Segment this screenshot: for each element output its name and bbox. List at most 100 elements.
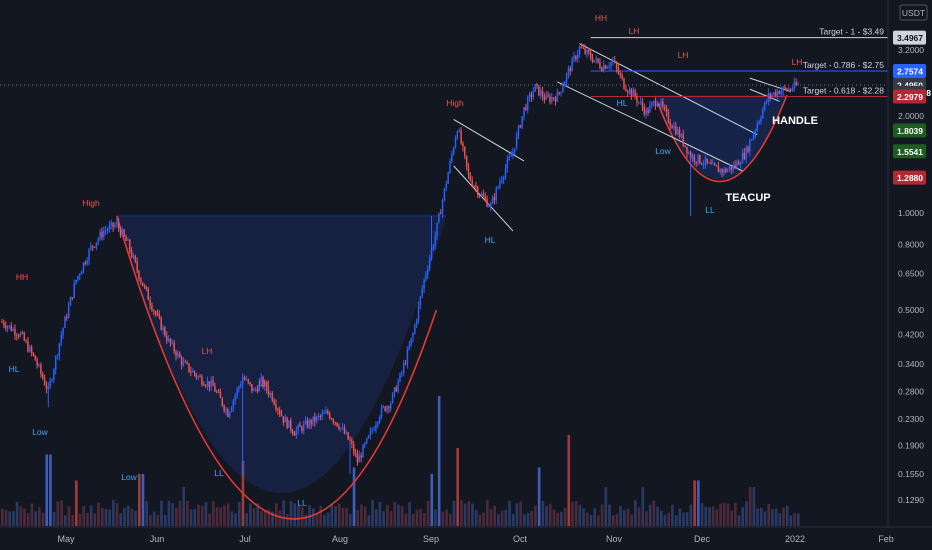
price-badge [893,170,926,185]
candle-body [243,377,246,380]
candle-body [712,163,714,165]
volume-bar [245,513,248,526]
volume-bar [152,511,156,526]
candle-body [658,103,660,106]
candle-body [704,158,707,165]
cup-fill [116,215,447,494]
annotation-label: HANDLE [772,115,818,127]
candle-body [67,305,70,318]
candle-body [451,153,453,161]
candle-body [271,393,274,401]
volume-bar [411,513,415,526]
candle-body [145,286,148,289]
candle-body [430,249,433,259]
candle-body [234,395,236,401]
volume-bar [345,508,348,526]
candle-body [765,101,768,103]
candle-body [375,425,377,430]
candle-body [486,198,488,207]
candle-body [66,317,68,319]
candle-body [763,102,766,110]
candle-body [43,378,46,385]
price-tick: 3.2000 [898,45,924,55]
candle-body [750,139,753,141]
volume-bar [552,509,556,526]
candle-body [317,415,320,417]
candle-body [79,274,81,277]
volume-bar [212,501,215,526]
candle-body [158,314,161,318]
candle-body [428,258,431,270]
candle-body [417,305,420,320]
candle-body [332,419,335,423]
time-tick: Jul [239,534,251,544]
candle-body [3,321,5,326]
volume-bar [397,504,400,526]
candle-body [427,269,429,275]
candle-body [628,88,631,93]
volume-bar [108,509,111,526]
candle-body [101,231,103,238]
candle-body [613,60,616,63]
candle-body [676,129,679,135]
candle-body [660,101,662,106]
candle-body [132,255,135,258]
volume-bar [678,508,682,526]
candle-body [364,443,366,446]
candle-body [12,328,14,331]
volume-bar [689,504,693,526]
candle-body [721,169,723,173]
candle-body [125,236,127,241]
candle-body [228,411,231,417]
price-tick: 0.1900 [898,441,924,451]
volume-bar [223,505,226,526]
volume-bar [537,467,541,526]
candle-body [208,381,211,388]
volume-bar [637,507,641,526]
volume-bar [186,501,189,526]
candle-body [589,52,592,59]
volume-bar [563,507,567,526]
volume-bar [271,511,274,526]
candle-body [54,356,57,370]
volume-bar [478,514,482,526]
candle-body [73,283,75,298]
candle-body [112,222,114,228]
volume-bar [604,487,608,526]
candle-body [301,426,303,431]
candle-body [40,364,42,374]
candle-body [380,407,383,417]
candle-body [23,332,25,341]
volume-bar [60,500,63,526]
volume-bar [360,504,363,526]
candle-body [240,383,242,387]
volume-bar [408,502,411,526]
candle-body [349,439,351,441]
volume-bar [352,467,356,526]
volume-bar [734,502,737,526]
volume-bar [282,500,285,526]
candle-body [334,422,336,424]
volume-bar [341,507,345,526]
candle-body [149,299,151,306]
volume-bar [574,501,578,526]
candle-body [593,60,596,62]
candle-body [256,388,259,392]
candle-body [421,289,423,297]
candle-body [649,105,651,113]
candle-body [523,107,525,117]
candle-body [439,213,442,215]
candle-body [736,161,738,168]
price-badge [893,123,926,138]
volume-bar [622,510,626,526]
annotation-label: High [446,98,464,108]
price-tick: 0.1550 [898,469,924,479]
candle-body [51,379,53,381]
candle-body [641,101,644,108]
candle-body [356,453,359,463]
volume-bar [256,503,260,526]
candle-body [354,453,357,455]
candle-body [178,353,181,358]
candle-body [562,86,564,92]
